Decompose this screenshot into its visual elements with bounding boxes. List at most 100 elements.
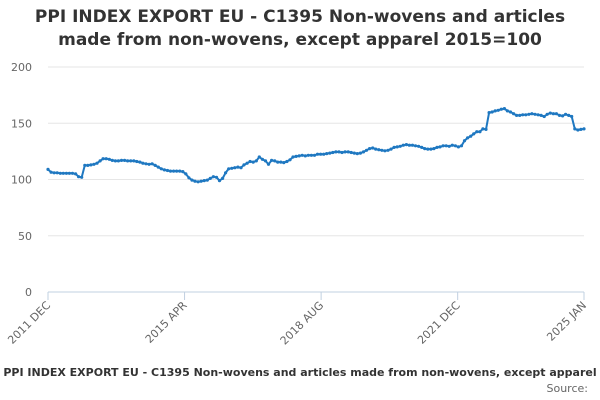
data-point (355, 152, 359, 156)
data-point (46, 167, 50, 171)
x-tick-label: 2021 DEC (415, 299, 463, 347)
data-point (441, 144, 445, 148)
series-line-group (46, 107, 586, 184)
data-point (141, 161, 145, 165)
data-point (251, 160, 255, 164)
data-point (288, 158, 292, 162)
data-point (190, 178, 194, 182)
data-point (524, 113, 528, 117)
data-point (521, 113, 525, 117)
data-point (404, 143, 408, 147)
data-point (55, 171, 59, 175)
data-point (530, 112, 534, 116)
data-point (175, 169, 179, 173)
data-point (462, 139, 467, 143)
data-point (273, 159, 277, 163)
data-point (361, 150, 366, 154)
data-point (221, 176, 225, 180)
y-tick-label: 100 (11, 174, 32, 187)
data-point (487, 111, 491, 115)
data-point (202, 179, 206, 183)
data-point (325, 152, 329, 156)
data-point (159, 167, 163, 171)
data-point (417, 144, 421, 148)
data-point (83, 163, 87, 167)
data-point (138, 160, 142, 164)
data-point (144, 162, 148, 166)
data-point (334, 150, 338, 154)
data-point (426, 147, 430, 151)
data-point (98, 159, 102, 163)
data-point (475, 130, 479, 134)
data-point (343, 150, 347, 154)
data-point (254, 159, 258, 163)
data-point (328, 151, 332, 155)
data-point (49, 170, 53, 174)
data-point (429, 147, 433, 151)
data-point (505, 109, 509, 113)
data-point (208, 176, 212, 180)
data-point (398, 144, 402, 148)
data-point (74, 172, 78, 176)
data-point (260, 157, 264, 161)
data-point (70, 171, 75, 175)
data-point (484, 127, 488, 131)
data-point (545, 112, 549, 116)
data-point (156, 165, 160, 169)
data-point (536, 113, 540, 117)
data-point (147, 162, 151, 166)
data-point (172, 169, 176, 173)
data-point (279, 160, 283, 164)
data-point (511, 112, 516, 116)
data-point (459, 144, 464, 148)
data-point (123, 158, 127, 162)
data-point (392, 145, 396, 149)
data-point (104, 157, 108, 161)
data-point (564, 112, 568, 116)
data-point (89, 163, 93, 167)
data-point (453, 144, 457, 148)
data-point (561, 114, 565, 118)
data-point (493, 109, 497, 113)
data-point (337, 150, 341, 154)
data-point (548, 111, 552, 115)
series-line (47, 107, 585, 183)
data-point (515, 113, 519, 117)
x-tick-label: 2015 APR (143, 299, 190, 346)
data-point (331, 150, 335, 155)
data-point (230, 166, 234, 170)
data-point (401, 143, 405, 147)
data-point (573, 127, 577, 131)
data-point (257, 155, 261, 159)
data-point (135, 159, 139, 164)
data-point (496, 108, 500, 112)
data-point (86, 163, 90, 167)
data-point (518, 113, 522, 117)
data-point (233, 166, 237, 170)
data-point (178, 169, 182, 173)
data-point (52, 171, 56, 175)
data-point (542, 114, 546, 119)
data-point (266, 162, 271, 166)
data-point (447, 144, 451, 148)
footer-series-name: PPI INDEX EXPORT EU - C1395 Non-wovens a… (3, 366, 597, 379)
data-point (438, 145, 442, 149)
data-point (181, 170, 185, 174)
data-point (383, 149, 387, 153)
data-point (132, 159, 136, 163)
data-point (150, 162, 154, 166)
data-point (165, 168, 170, 173)
data-point (270, 158, 274, 162)
data-point (276, 160, 280, 164)
data-point (410, 143, 415, 147)
data-point (312, 153, 317, 157)
data-point (450, 143, 454, 147)
x-axis-tick-labels: 2011 DEC 2015 APR 2018 AUG 2021 DEC 2025 JAN (5, 299, 589, 348)
data-point (61, 171, 65, 175)
data-point (236, 165, 240, 169)
data-point (554, 112, 559, 116)
data-point (380, 148, 384, 152)
data-point (199, 179, 203, 183)
data-point (557, 113, 562, 117)
data-point (126, 159, 130, 163)
